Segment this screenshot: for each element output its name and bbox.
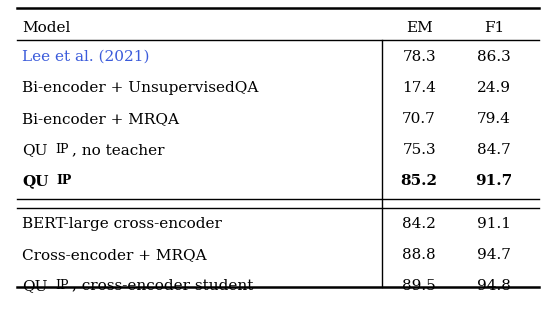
Text: 84.2: 84.2 (402, 217, 436, 231)
Text: EM: EM (406, 20, 432, 35)
Text: 88.8: 88.8 (402, 248, 436, 262)
Text: Bi-encoder + UnsupervisedQA: Bi-encoder + UnsupervisedQA (22, 81, 258, 95)
Text: Cross-encoder + MRQA: Cross-encoder + MRQA (22, 248, 207, 262)
Text: Bi-encoder + MRQA: Bi-encoder + MRQA (22, 112, 179, 126)
Text: IP: IP (55, 279, 68, 292)
Text: 84.7: 84.7 (477, 143, 511, 157)
Text: 85.2: 85.2 (400, 174, 438, 188)
Text: Lee et al. (2021): Lee et al. (2021) (22, 50, 150, 64)
Text: 78.3: 78.3 (402, 50, 436, 64)
Text: , no teacher: , no teacher (72, 143, 165, 157)
Text: QU: QU (22, 279, 47, 293)
Text: 70.7: 70.7 (402, 112, 436, 126)
Text: 75.3: 75.3 (402, 143, 436, 157)
Text: F1: F1 (484, 20, 504, 35)
Text: IP: IP (55, 143, 68, 156)
Text: 94.8: 94.8 (477, 279, 511, 293)
Text: BERT-large cross-encoder: BERT-large cross-encoder (22, 217, 222, 231)
Text: , cross-encoder student: , cross-encoder student (72, 279, 254, 293)
Text: Model: Model (22, 20, 70, 35)
Text: 91.1: 91.1 (477, 217, 511, 231)
Text: 17.4: 17.4 (402, 81, 436, 95)
Text: 89.5: 89.5 (402, 279, 436, 293)
Text: 79.4: 79.4 (477, 112, 511, 126)
Text: IP: IP (56, 174, 72, 187)
Text: QU: QU (22, 143, 47, 157)
Text: QU: QU (22, 174, 48, 188)
Text: 24.9: 24.9 (477, 81, 511, 95)
Text: 91.7: 91.7 (475, 174, 513, 188)
Text: 86.3: 86.3 (477, 50, 511, 64)
Text: 94.7: 94.7 (477, 248, 511, 262)
